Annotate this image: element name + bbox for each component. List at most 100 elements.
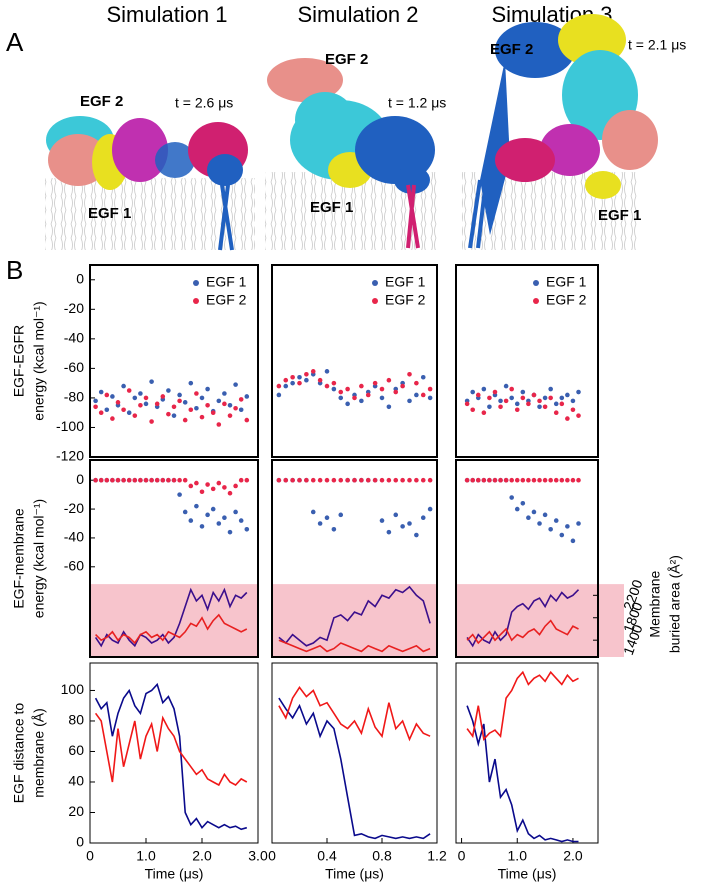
y2-band [456,584,624,657]
scatter-point [531,477,537,483]
x-axis-label: Time (μs) [498,866,557,882]
scatter-point [559,395,565,401]
scatter-point [126,388,132,393]
scatter-point [503,383,509,389]
scatter-point [509,495,514,500]
scatter-point [498,477,503,483]
scatter-point [345,401,350,407]
scatter-point [542,404,548,410]
scatter-point [143,395,149,401]
scatter-point [182,400,188,405]
scatter-point [182,509,188,515]
scatter-point [290,477,295,483]
y-axis-label: EGF distance to [11,703,27,804]
scatter-point [297,477,302,483]
scatter-point [352,395,357,401]
scatter-point [470,407,476,413]
scatter-point [276,477,282,483]
time-label: t = 2.1 μs [628,37,686,53]
scatter-point [531,392,537,398]
scatter-point [559,532,565,538]
y-tick-label: 20 [68,803,84,819]
scatter-point [345,386,350,392]
scatter-point [576,477,581,483]
scatter-point [481,410,487,415]
scatter-point [379,395,385,401]
scatter-point [121,477,126,483]
scatter-point [338,389,344,395]
scatter-point [537,398,542,404]
scatter-point [205,512,210,518]
scatter-point [304,377,309,383]
scatter-point [317,377,323,383]
scatter-point [492,389,498,395]
scatter-point [297,380,302,386]
scatter-point [276,383,282,389]
scatter-point [216,480,222,486]
scatter-point [359,398,364,404]
scatter-point [503,477,509,483]
scatter-point [407,371,412,377]
scatter-point [570,538,576,544]
scatter-point [238,518,244,523]
scatter-point [475,477,481,483]
panel-label: A [6,27,24,57]
scatter-point [400,477,405,483]
time-label: t = 2.6 μs [175,95,233,111]
scatter-point [182,417,188,423]
scatter-point [526,515,531,521]
scatter-point [304,477,309,483]
scatter-point [98,477,104,483]
scatter-point [132,395,138,401]
legend-label: EGF 1 [206,274,247,290]
scatter-point [244,477,250,483]
legend-marker [533,298,539,304]
scatter-point [407,477,412,483]
y-tick-label: -120 [56,448,84,464]
scatter-point [110,394,115,399]
scatter-point [238,477,244,483]
scatter-point [548,477,553,483]
y-axis-label: energy (kcal mol⁻¹) [31,499,47,618]
scatter-point [149,379,154,384]
x-axis-label: Time (μs) [325,866,384,882]
y-tick-label: 0 [76,270,84,286]
scatter-point [210,410,216,415]
scatter-point [290,374,295,380]
scatter-point [233,382,238,387]
x-tick-label: 0.8 [372,848,392,864]
scatter-point [149,477,154,483]
scatter-point [138,403,143,408]
scatter-point [304,371,309,377]
scatter-point [222,391,227,396]
scatter-point [222,515,227,521]
scatter-point [365,477,371,483]
scatter-point [210,486,216,492]
molecule-label: EGF 1 [310,199,353,216]
y-tick-label: 100 [61,681,85,697]
scatter-point [93,477,98,483]
scatter-point [115,400,121,405]
scatter-point [138,391,143,396]
scatter-point [154,477,160,483]
scatter-point [110,477,115,483]
scatter-point [166,411,171,417]
x-tick-label: 2.0 [192,848,212,864]
y2-band [272,584,437,657]
plot-frame [89,459,259,658]
scatter-point [244,526,250,532]
legend-marker [372,280,378,286]
scatter-point [414,380,419,386]
scatter-point [324,383,330,389]
plot-frame [271,459,438,658]
scatter-point [487,477,492,483]
x-axis-label: Time (μs) [145,866,204,882]
scatter-point [542,477,548,483]
scatter-point [199,489,205,495]
scatter-point [481,386,487,392]
scatter-point [194,405,199,411]
scatter-point [188,407,194,413]
scatter-point [570,407,576,413]
x-tick-label: 1.0 [508,848,528,864]
